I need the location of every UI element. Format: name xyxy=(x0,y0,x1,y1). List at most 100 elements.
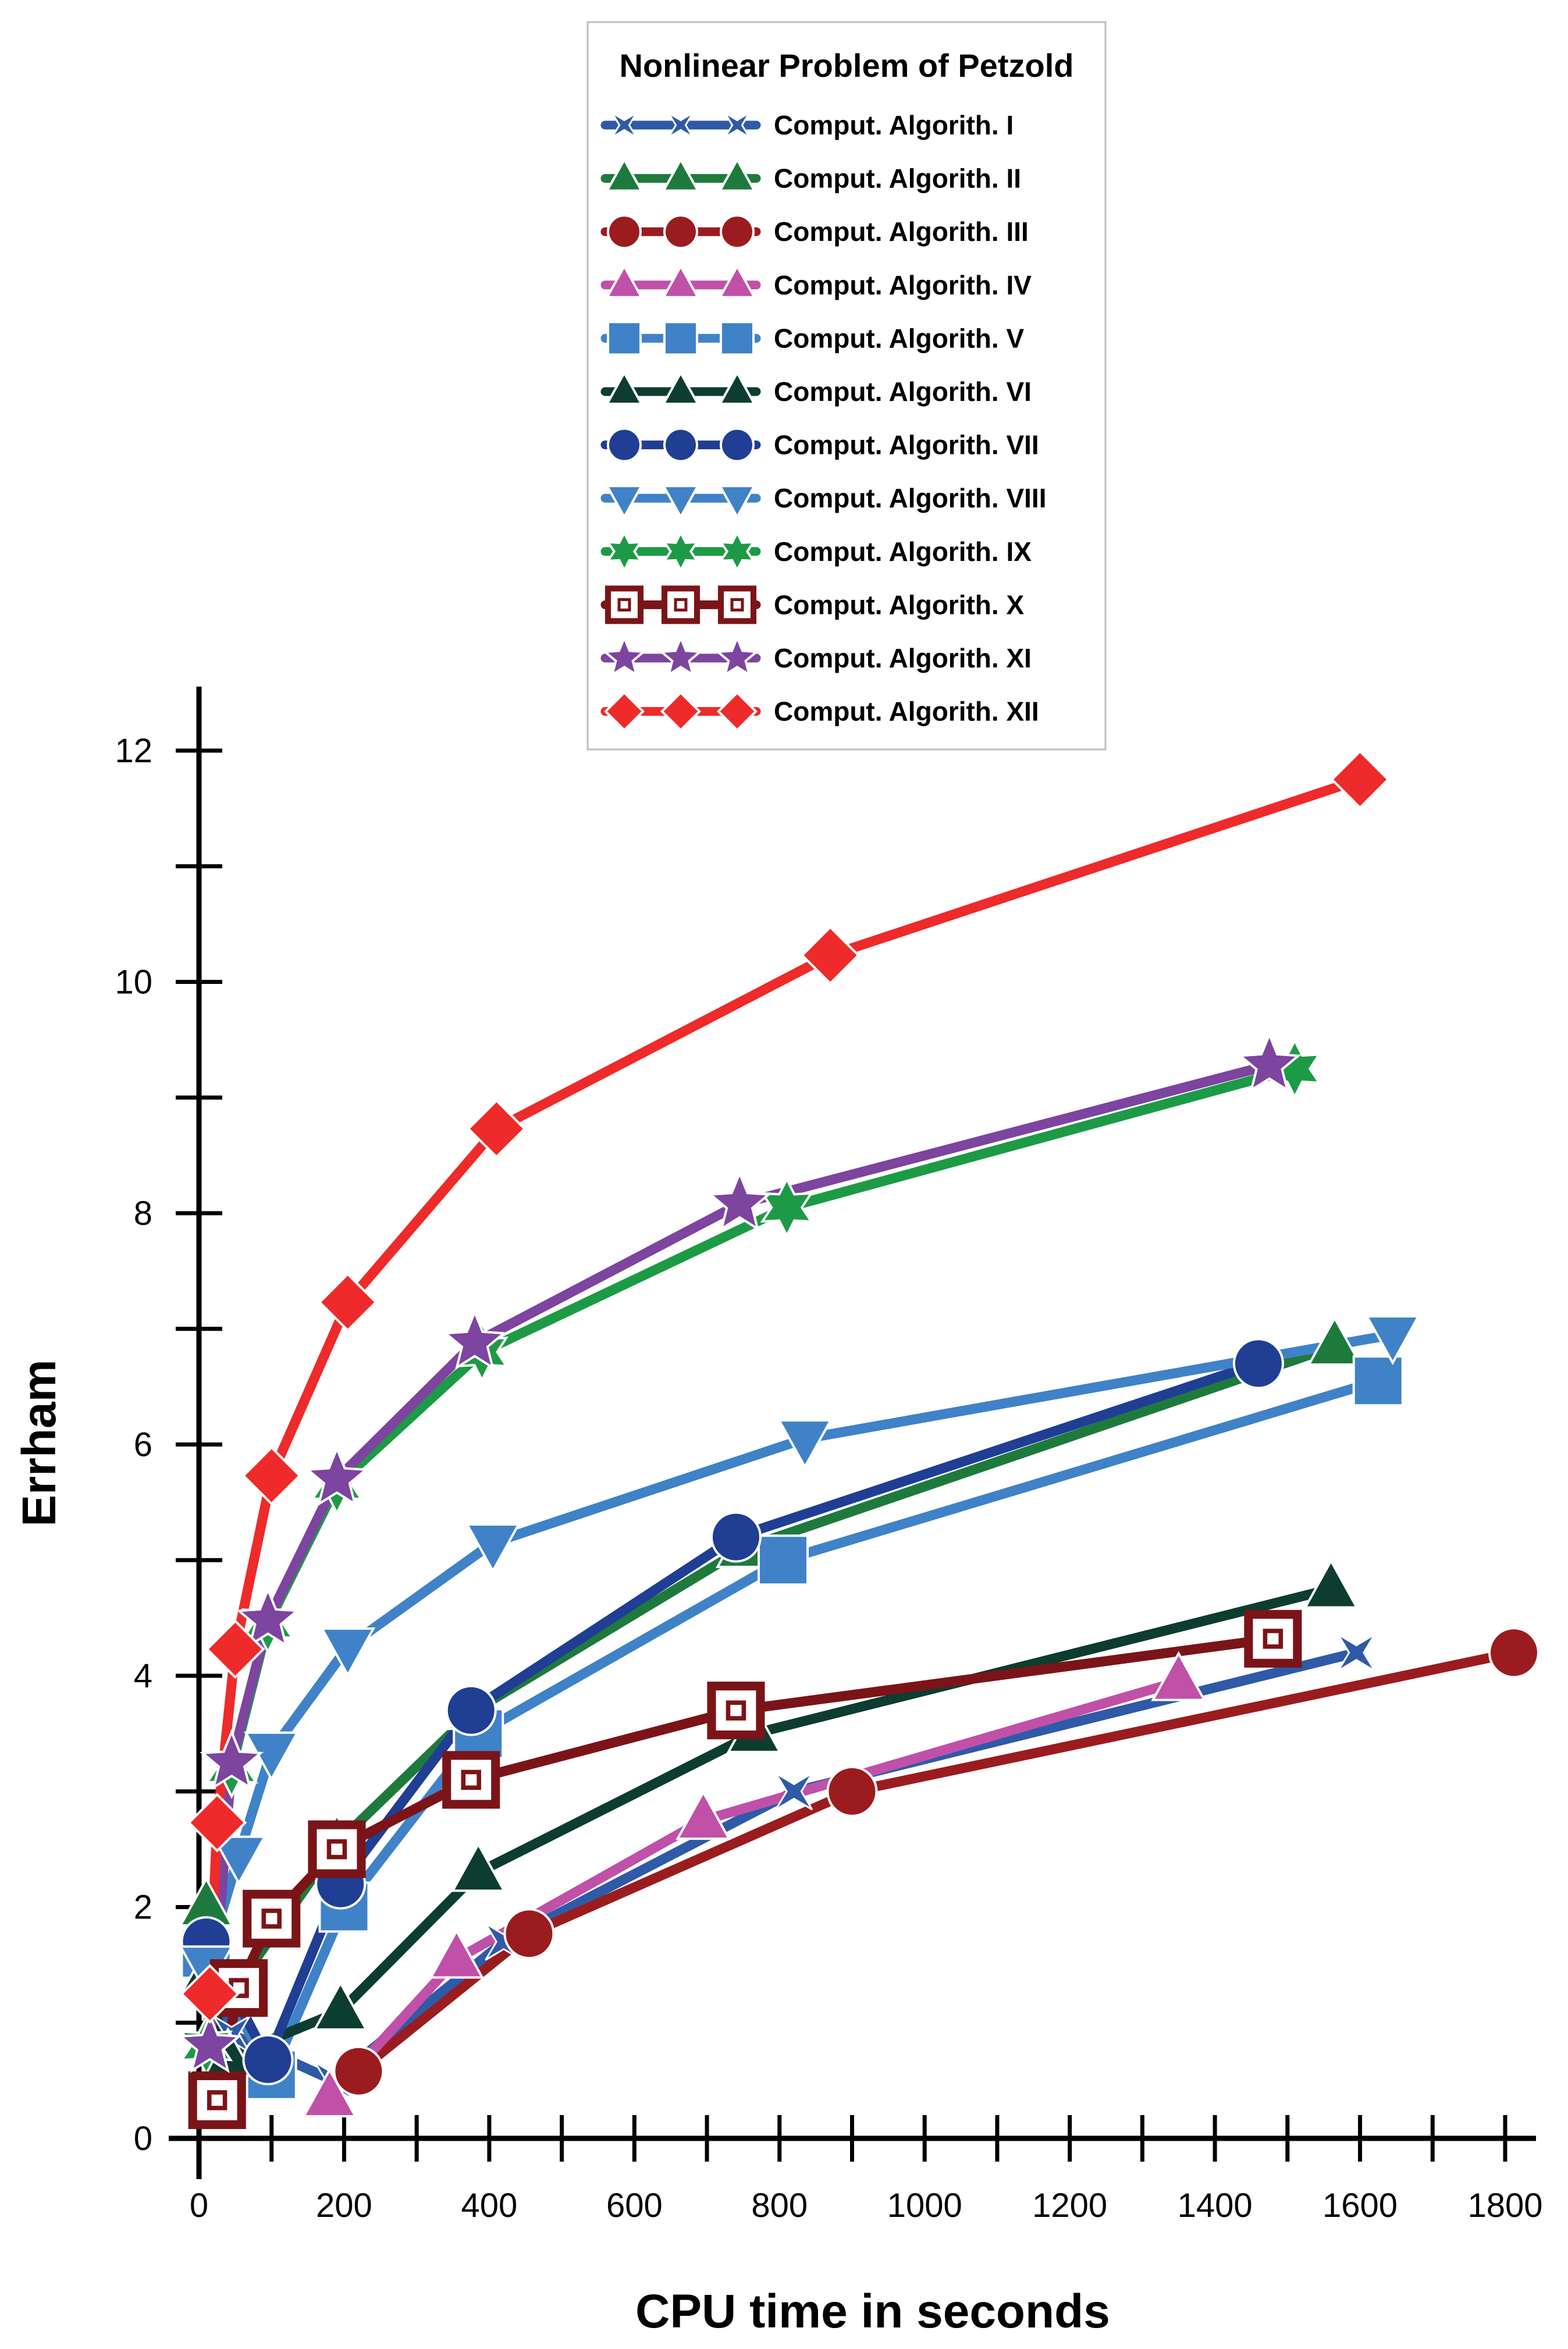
legend-label: Comput. Algorith. III xyxy=(774,216,1029,247)
legend-item-10: Comput. Algorith. X xyxy=(600,585,1024,624)
legend-marker-inner xyxy=(617,598,631,612)
legend-marker xyxy=(718,485,756,520)
series-markers xyxy=(177,749,1539,2129)
legend-label: Comput. Algorith. VIII xyxy=(774,483,1046,513)
series-lines xyxy=(201,774,1519,2105)
series-markers-4 xyxy=(302,1651,1207,2117)
legend-marker xyxy=(602,634,647,677)
data-point xyxy=(187,1793,247,1853)
legend-title: Nonlinear Problem of Petzold xyxy=(620,47,1074,84)
data-point xyxy=(1307,1316,1363,1366)
y-axis-title: Errham xyxy=(13,1359,66,1526)
data-point xyxy=(1237,1031,1302,1093)
legend-label: Comput. Algorith. V xyxy=(774,323,1024,353)
data-point-inner xyxy=(461,1769,481,1790)
data-point xyxy=(442,1309,507,1370)
x-tick-label: 200 xyxy=(316,2187,372,2224)
data-point xyxy=(302,2067,357,2117)
legend-item-4: Comput. Algorith. IV xyxy=(600,264,1032,300)
data-point xyxy=(1488,1627,1539,1679)
legend-label: Comput. Algorith. XI xyxy=(774,643,1032,673)
legend-marker xyxy=(611,112,638,138)
series-line-3 xyxy=(353,1647,1519,2077)
axes: 0 2 4 6 8 10 12 0 200 400 600 800 1000 1200 1400 1600 18… xyxy=(115,687,1543,2224)
data-point-inner xyxy=(207,2090,227,2110)
legend-marker xyxy=(716,691,758,732)
x-tick-label: 400 xyxy=(461,2187,517,2224)
data-point xyxy=(826,1765,878,1817)
data-point-inner xyxy=(1263,1629,1283,1649)
legend-label: Comput. Algorith. VI xyxy=(774,376,1032,407)
legend-item-2: Comput. Algorith. II xyxy=(600,157,1021,194)
legend-label: Comput. Algorith. XII xyxy=(774,696,1039,727)
legend-marker xyxy=(662,485,700,520)
legend-label: Comput. Algorith. IV xyxy=(774,270,1032,300)
data-point xyxy=(445,1685,497,1736)
data-point xyxy=(333,2045,385,2097)
legend-label: Comput. Algorith. IX xyxy=(774,536,1032,567)
legend-marker xyxy=(719,530,756,573)
legend-marker xyxy=(720,321,755,356)
legend-label: Comput. Algorith. II xyxy=(774,164,1021,194)
data-point xyxy=(707,1170,772,1231)
data-point xyxy=(312,1980,368,2031)
legend-items: Comput. Algorith. I Comput. Algorith. II C… xyxy=(600,110,1046,732)
x-tick-label: 1600 xyxy=(1322,2187,1398,2224)
x-tick-label: 1800 xyxy=(1467,2187,1542,2224)
y-tick-label: 10 xyxy=(115,964,152,1001)
legend-marker xyxy=(663,214,698,250)
series-layer xyxy=(177,749,1539,2129)
legend-item-7: Comput. Algorith. VII xyxy=(600,427,1039,463)
legend-marker xyxy=(605,157,643,192)
data-point xyxy=(777,1419,833,1469)
series-markers-11 xyxy=(177,1031,1302,2073)
data-point xyxy=(1232,1338,1284,1390)
legend-marker xyxy=(607,321,642,356)
legend-marker xyxy=(714,634,760,677)
data-point xyxy=(241,1446,301,1506)
data-point xyxy=(320,1627,376,1678)
legend-marker xyxy=(720,214,755,250)
data-point xyxy=(318,1272,378,1332)
legend-item-1: Comput. Algorith. I xyxy=(600,110,1014,140)
legend-marker xyxy=(603,691,645,732)
y-tick-label: 2 xyxy=(134,1889,152,1927)
data-point xyxy=(200,1729,264,1790)
data-point xyxy=(242,2034,294,2085)
legend-label: Comput. Algorith. VII xyxy=(774,430,1039,460)
legend-marker xyxy=(607,427,642,463)
legend-label: Comput. Algorith. I xyxy=(774,110,1014,140)
x-axis-title: CPU time in seconds xyxy=(635,2285,1110,2338)
legend-marker xyxy=(718,157,756,192)
legend: Nonlinear Problem of Petzold Comput. Alg… xyxy=(586,21,1107,751)
legend-marker xyxy=(663,427,698,463)
legend-item-12: Comput. Algorith. XII xyxy=(600,691,1039,732)
data-point xyxy=(467,1099,527,1159)
data-point xyxy=(758,1534,809,1586)
data-point-inner xyxy=(726,1700,746,1721)
legend-marker xyxy=(605,485,643,520)
legend-item-5: Comput. Algorith. V xyxy=(600,321,1024,356)
data-point-inner xyxy=(326,1839,347,1860)
data-point xyxy=(1337,1633,1375,1672)
legend-marker xyxy=(720,427,755,463)
legend-marker xyxy=(667,112,694,138)
legend-item-6: Comput. Algorith. VI xyxy=(600,370,1032,407)
legend-marker xyxy=(605,264,643,298)
data-point xyxy=(211,1835,267,1886)
data-point xyxy=(503,1908,555,1960)
data-point xyxy=(180,1964,240,2024)
legend-marker xyxy=(607,214,642,250)
data-point xyxy=(775,1772,813,1811)
data-point xyxy=(429,1928,485,1979)
legend-marker-inner xyxy=(674,598,688,612)
x-tick-label: 1000 xyxy=(887,2187,962,2224)
data-point xyxy=(675,1790,731,1840)
series-markers-8 xyxy=(178,1315,1421,1996)
series-line-12 xyxy=(205,774,1366,1999)
legend-marker xyxy=(606,530,643,573)
legend-item-3: Comput. Algorith. III xyxy=(600,214,1029,250)
data-point xyxy=(177,2012,242,2073)
legend-marker xyxy=(662,157,700,192)
data-point xyxy=(304,1445,369,1506)
